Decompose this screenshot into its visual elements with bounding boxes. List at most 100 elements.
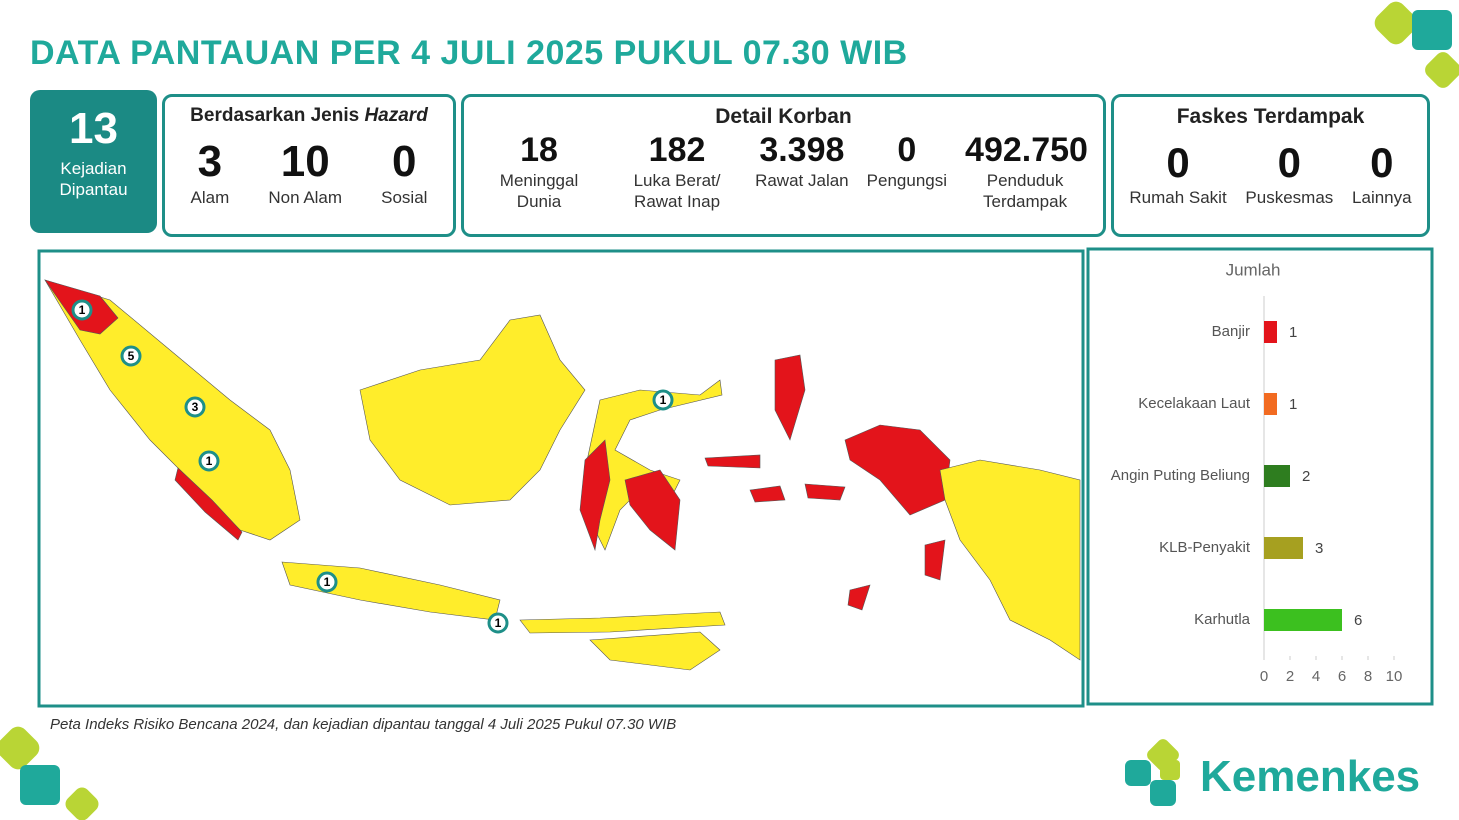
stat-label: Non Alam	[268, 188, 343, 207]
island	[624, 469, 681, 551]
marker	[71, 299, 93, 321]
stat-item: 492.750 Penduduk Terdampak	[965, 129, 1088, 212]
stat-value: 0	[897, 131, 917, 169]
bar	[1264, 321, 1277, 343]
stat-label: Rawat Jalan	[755, 171, 849, 190]
map-caption: Peta Indeks Risiko Bencana 2024, dan kej…	[50, 716, 677, 733]
stat-item: 0 Rumah Sakit	[1129, 129, 1226, 208]
panel-title: Berdasarkan Jenis Hazard	[165, 105, 453, 127]
stat-value: 182	[648, 131, 706, 169]
category-label: Angin Puting Beliung	[1111, 467, 1250, 484]
marker-label: 5	[128, 349, 135, 363]
stat-item: 182 Luka Berat/ Rawat Inap	[617, 129, 737, 212]
x-tick-label: 4	[1312, 668, 1320, 685]
victims-panel: Detail Korban 18 Meninggal Dunia 182 Luka B…	[461, 94, 1106, 237]
stat-label: Rumah Sakit	[1129, 188, 1227, 207]
stat-label: Alam	[190, 188, 230, 207]
logo-text: Kemenkes	[1200, 752, 1421, 801]
x-tick-label: 2	[1286, 668, 1294, 685]
hazard-title: Berdasarkan Jenis	[190, 105, 360, 126]
category-label: Banjir	[1212, 323, 1250, 340]
category-label: Kecelakaan Laut	[1138, 395, 1251, 412]
victims-items: 18 Meninggal Dunia 182 Luka Berat/ Rawat In…	[464, 129, 1103, 212]
island	[704, 454, 761, 469]
stat-value: 10	[280, 137, 330, 186]
marker-label: 1	[495, 616, 502, 630]
hazard-items: 3 Alam 10 Non Alam 0 Sosial	[165, 127, 453, 208]
stat-label: Penduduk Terdampak	[982, 171, 1068, 211]
chart-frame	[1086, 247, 1434, 706]
category-label: Karhutla	[1194, 611, 1251, 628]
map-frame	[37, 249, 1085, 708]
map	[44, 279, 1081, 671]
marker-label: 3	[192, 400, 199, 414]
stat-item: 10 Non Alam	[268, 127, 342, 208]
x-tick-label: 10	[1386, 668, 1403, 685]
value-label: 1	[1289, 396, 1297, 413]
stat-value: 0	[392, 137, 417, 186]
island	[174, 467, 243, 541]
island	[519, 611, 726, 634]
stat-value: 3	[197, 137, 223, 186]
marker-label: 1	[660, 393, 667, 407]
value-label: 2	[1302, 468, 1310, 485]
stat-value: 0	[1166, 139, 1190, 186]
stat-label: Luka Berat/ Rawat Inap	[633, 171, 721, 211]
stat-item: 0 Pengungsi	[867, 129, 947, 212]
victims-title: Detail Korban	[715, 105, 852, 128]
stat-value: 3.398	[759, 131, 845, 169]
stat-item: 3.398 Rawat Jalan	[755, 129, 849, 212]
island	[281, 561, 501, 621]
stat-label: Sosial	[381, 188, 428, 207]
marker	[487, 612, 509, 634]
stat-item: 3 Alam	[191, 127, 230, 208]
events-label: Kejadian Dipantau	[59, 159, 128, 199]
x-tick-label: 6	[1338, 668, 1346, 685]
stat-item: 0 Lainnya	[1352, 129, 1412, 208]
island	[579, 439, 611, 552]
facilities-panel: Faskes Terdampak 0 Rumah Sakit 0 Puskesmas 0…	[1111, 94, 1430, 237]
value-label: 3	[1315, 540, 1323, 557]
marker	[316, 571, 338, 593]
stat-label: Puskesmas	[1245, 188, 1334, 207]
island	[844, 424, 951, 516]
marker	[652, 389, 674, 411]
bar	[1264, 393, 1277, 415]
hazard-panel: Berdasarkan Jenis Hazard 3 Alam 10 Non Alam…	[162, 94, 456, 237]
facilities-title: Faskes Terdampak	[1176, 105, 1365, 128]
stat-value: 0	[1370, 139, 1394, 186]
page-title: DATA PANTAUAN PER 4 JULI 2025 PUKUL 07.3…	[30, 34, 908, 72]
marker-label: 1	[206, 454, 213, 468]
category-label: KLB-Penyakit	[1159, 539, 1251, 556]
marker-label: 1	[324, 575, 331, 589]
events-card: 13 Kejadian Dipantau	[30, 90, 157, 233]
stat-item: 18 Meninggal Dunia	[479, 129, 599, 212]
hazard-title-emphasis: Hazard	[364, 105, 428, 126]
value-label: 1	[1289, 324, 1297, 341]
stat-value: 18	[520, 131, 558, 169]
stat-item: 0 Puskesmas	[1245, 129, 1333, 208]
island	[589, 631, 721, 671]
bar	[1264, 609, 1342, 631]
bar	[1264, 465, 1290, 487]
stat-value: 0	[1277, 139, 1302, 186]
marker	[120, 345, 142, 367]
island	[939, 459, 1081, 661]
chart-title: Jumlah	[1226, 260, 1281, 279]
facilities-items: 0 Rumah Sakit 0 Puskesmas 0 Lainnya	[1114, 129, 1427, 208]
island	[774, 354, 806, 441]
stat-label: Lainnya	[1352, 188, 1412, 207]
island	[847, 539, 946, 611]
island	[749, 483, 846, 503]
island	[44, 279, 301, 541]
value-label: 6	[1354, 612, 1362, 629]
marker	[184, 396, 206, 418]
stat-value: 492.750	[965, 131, 1088, 169]
x-tick-label: 8	[1364, 668, 1372, 685]
x-tick-label: 0	[1260, 668, 1268, 685]
bar	[1264, 537, 1303, 559]
stat-label: Meninggal Dunia	[499, 171, 579, 211]
marker-label: 1	[79, 303, 86, 317]
